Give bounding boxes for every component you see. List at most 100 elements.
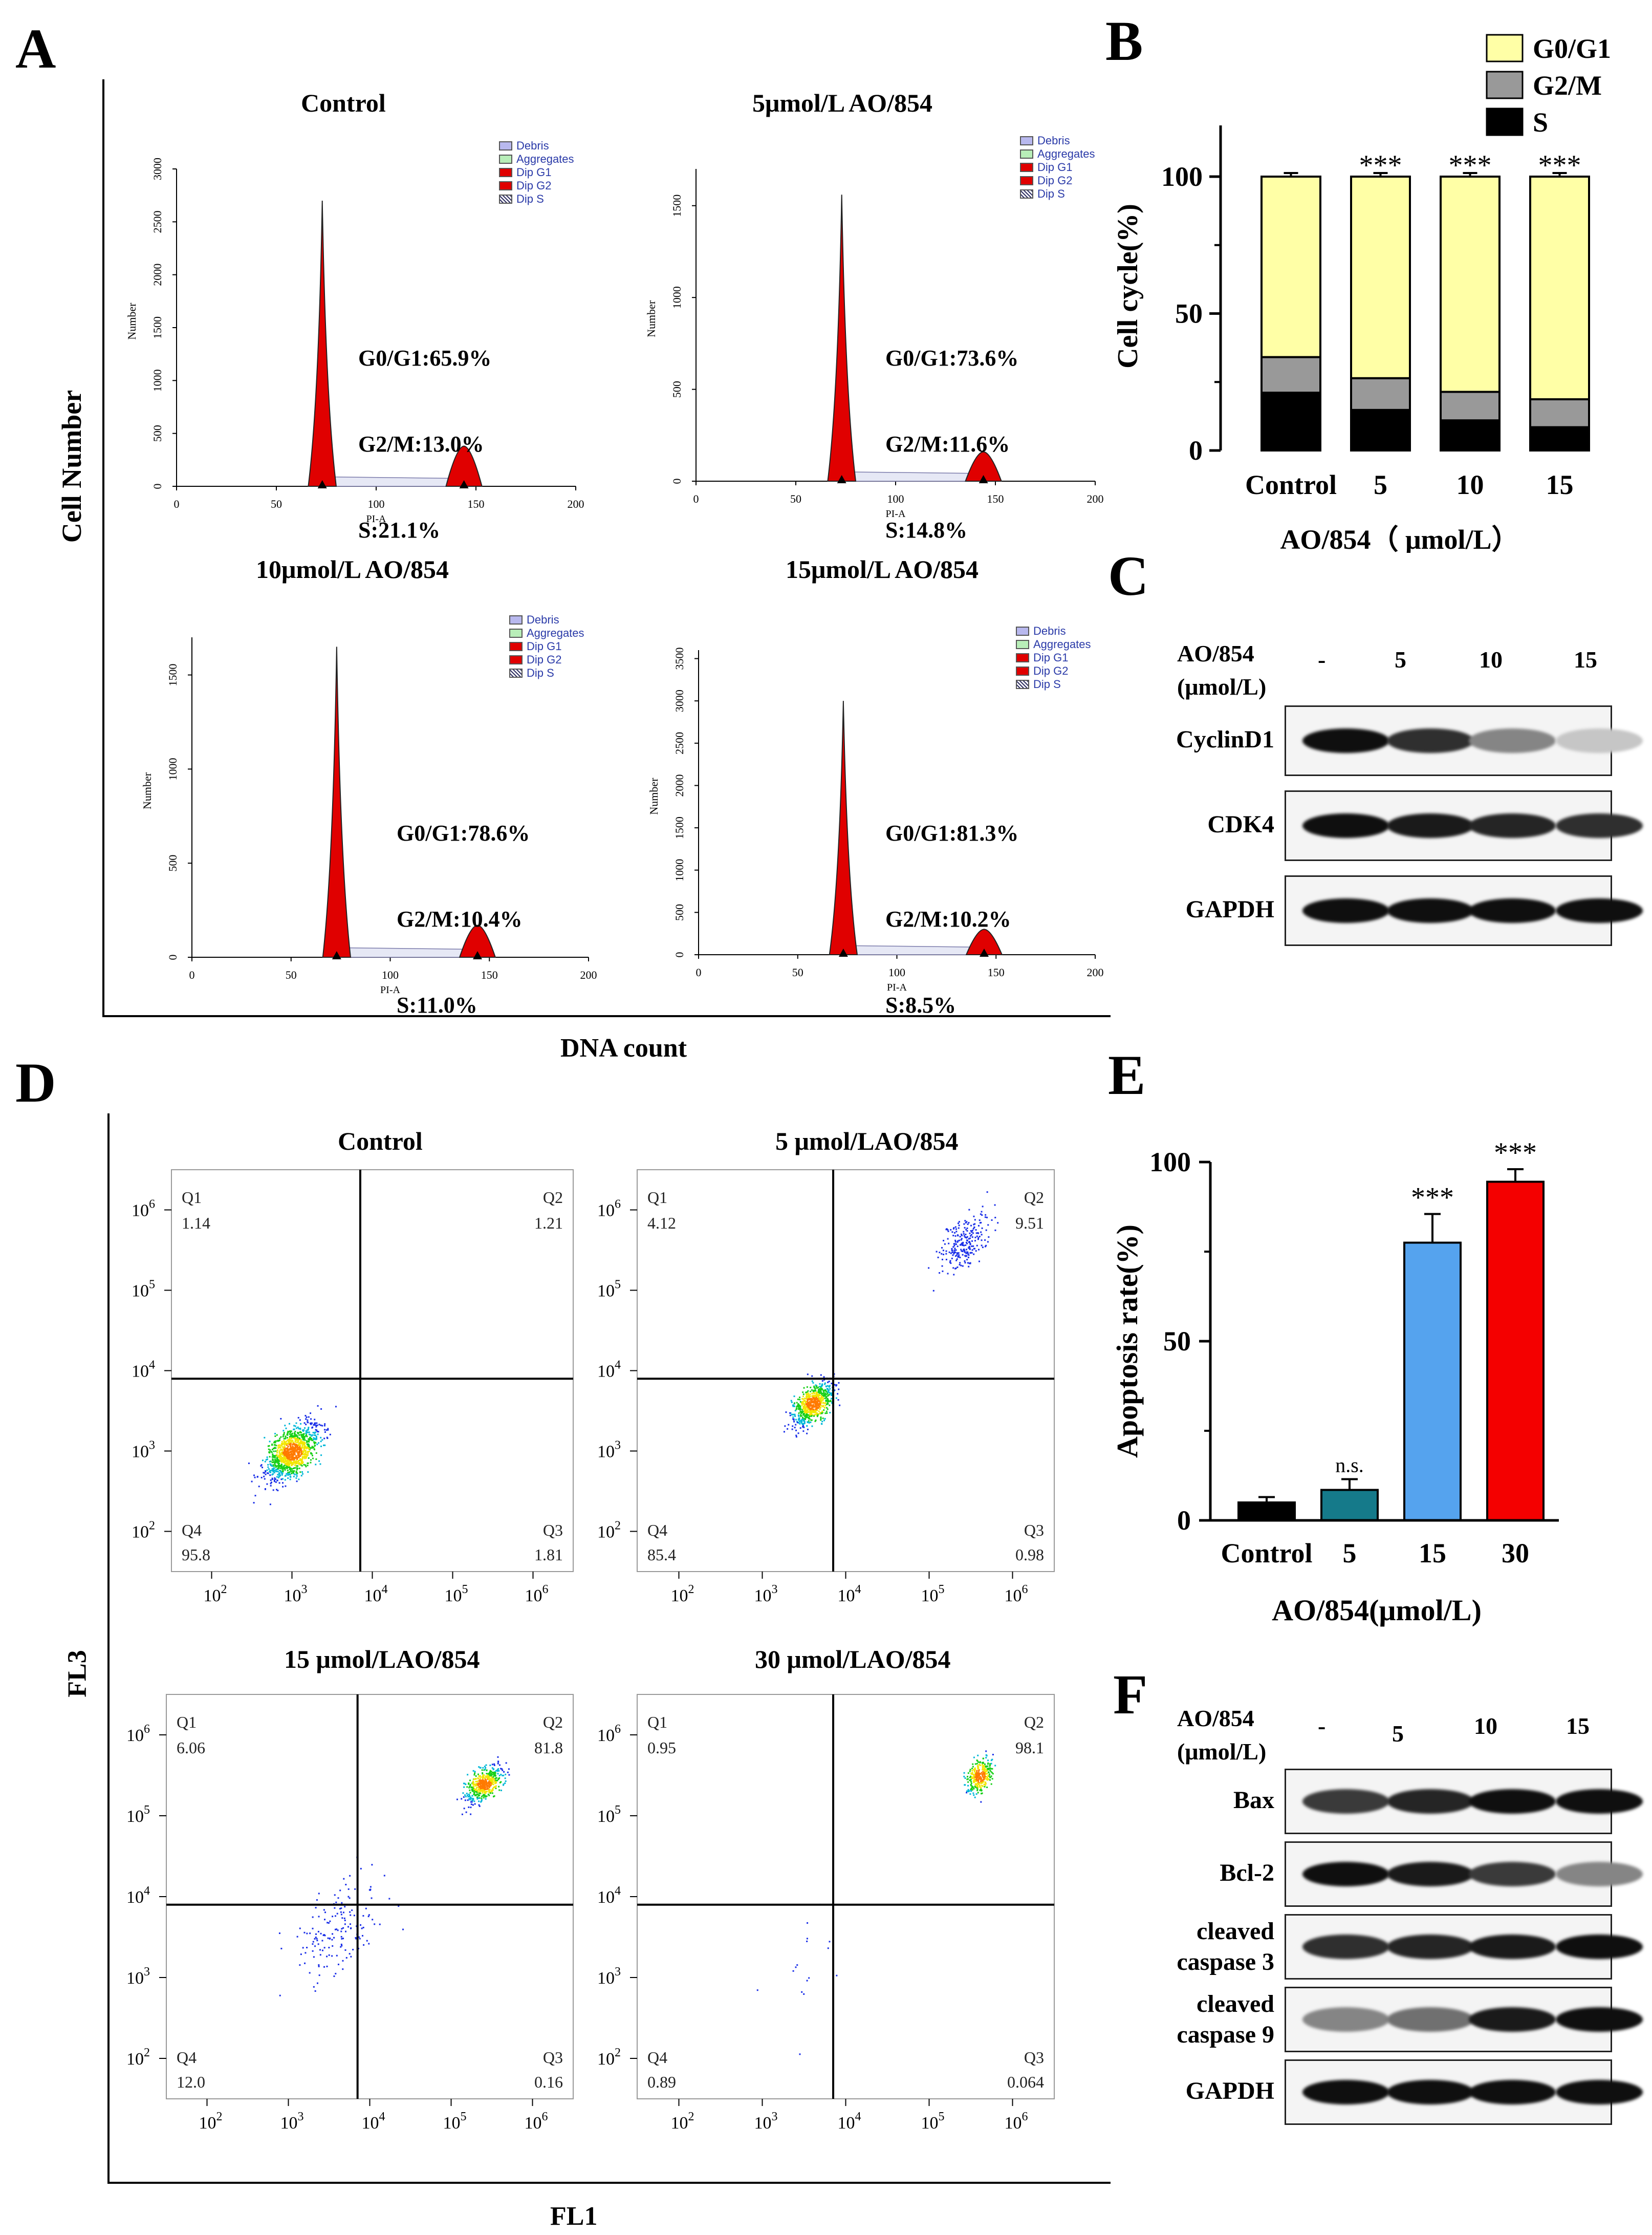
flow-event-dot xyxy=(292,1452,294,1454)
flow-event-dot xyxy=(275,1466,277,1468)
flow-event-dot xyxy=(971,1231,973,1233)
flow-event-dot xyxy=(813,1414,815,1416)
panel-d-left-axis xyxy=(107,1113,110,2183)
flow-event-dot xyxy=(336,1928,338,1930)
flow-event-dot xyxy=(298,1452,300,1454)
flow-event-dot xyxy=(969,1793,971,1795)
flow-event-dot xyxy=(819,1412,821,1414)
flow-event-dot xyxy=(491,1764,493,1766)
flow-event-dot xyxy=(806,1940,808,1942)
flow-event-dot xyxy=(483,1794,485,1796)
flow-event-dot xyxy=(300,1441,302,1443)
x-tick-label: 104 xyxy=(838,1583,861,1605)
flow-event-dot xyxy=(288,1456,290,1458)
y-tick-label: 105 xyxy=(126,1803,150,1826)
flow-event-dot xyxy=(278,1454,280,1456)
flow-event-dot xyxy=(978,1260,980,1262)
flow-event-dot xyxy=(485,1788,487,1790)
flow-event-dot xyxy=(308,1444,310,1446)
flow-event-dot xyxy=(811,1400,813,1402)
flow-event-dot xyxy=(277,1449,279,1451)
flow-event-dot xyxy=(966,1790,968,1792)
legend-swatch xyxy=(509,615,523,625)
flow-event-dot xyxy=(313,1446,315,1448)
x-tick-exponent: 5 xyxy=(462,1583,468,1596)
flow-event-dot xyxy=(945,1250,947,1252)
flow-event-dot xyxy=(497,1773,499,1775)
flow-event-dot xyxy=(288,1457,290,1459)
hist-stats-10um: G0/G1:78.6% G2/M:10.4% S:11.0% xyxy=(397,762,530,1077)
flow-event-dot xyxy=(817,1394,819,1396)
flow-event-dot xyxy=(278,1466,280,1468)
flow-event-dot xyxy=(295,1465,297,1467)
flow-event-dot xyxy=(289,1440,291,1442)
flow-event-dot xyxy=(959,1264,961,1266)
flow-event-dot xyxy=(814,1420,816,1422)
panel-letter-c: C xyxy=(1108,545,1149,607)
flow-event-dot xyxy=(979,1786,981,1788)
flow-event-dot xyxy=(478,1804,480,1806)
flow-event-dot xyxy=(478,1792,480,1794)
flow-event-dot xyxy=(957,1245,959,1248)
flow-event-dot xyxy=(984,1770,986,1772)
flow-event-dot xyxy=(277,1463,279,1465)
flow-event-dot xyxy=(954,1239,957,1241)
q1-value: 0.95 xyxy=(647,1738,676,1757)
flow-event-dot xyxy=(815,1391,817,1393)
flow-event-dot xyxy=(489,1770,491,1772)
blot-band xyxy=(1556,1789,1643,1814)
flow-event-dot xyxy=(977,1754,979,1756)
flow-event-dot xyxy=(295,1439,297,1442)
flow-event-dot xyxy=(300,1453,302,1455)
flow-event-dot xyxy=(288,1464,290,1466)
flow-event-dot xyxy=(280,1455,282,1457)
hist-stats-15um: G0/G1:81.3% G2/M:10.2% S:8.5% xyxy=(885,762,1018,1077)
flow-event-dot xyxy=(806,1396,808,1399)
flow-event-dot xyxy=(300,1439,302,1441)
flow-event-dot xyxy=(282,1461,285,1463)
flow-event-dot xyxy=(300,1434,302,1436)
flow-event-dot xyxy=(276,1468,278,1470)
flow-event-dot xyxy=(301,1436,303,1438)
flow-event-dot xyxy=(813,1392,815,1394)
flow-event-dot xyxy=(939,1252,941,1254)
flow-event-dot xyxy=(297,1454,299,1456)
flow-event-dot xyxy=(941,1253,943,1255)
flow-event-dot xyxy=(281,1474,283,1476)
flow-event-dot xyxy=(313,1448,315,1450)
flow-event-dot xyxy=(297,1445,299,1447)
hist-title-5um: 5μmol/L AO/854 xyxy=(752,89,933,117)
hist-x-axis-title: PI-A xyxy=(380,984,400,996)
flow-event-dot xyxy=(275,1445,277,1447)
flow-event-dot xyxy=(487,1774,489,1776)
flow-event-dot xyxy=(971,1785,973,1787)
flow-event-dot xyxy=(296,1446,298,1448)
flow-event-dot xyxy=(800,1402,802,1404)
flow-event-dot xyxy=(491,1781,493,1783)
flow-event-dot xyxy=(983,1773,985,1775)
flow-event-dot xyxy=(299,1419,301,1421)
flow-event-dot xyxy=(490,1773,492,1775)
flow-frame xyxy=(637,1694,1055,2099)
flow-event-dot xyxy=(291,1454,293,1456)
flow-event-dot xyxy=(498,1786,500,1788)
flow-event-dot xyxy=(480,1781,482,1783)
flow-event-dot xyxy=(340,1907,342,1909)
flow-event-dot xyxy=(296,1469,298,1471)
flow-event-dot xyxy=(294,1448,296,1450)
flow-event-dot xyxy=(814,1402,816,1404)
flow-event-dot xyxy=(817,1407,819,1409)
flow-event-dot xyxy=(971,1787,973,1789)
flow-event-dot xyxy=(817,1404,819,1406)
flow-event-dot xyxy=(305,1430,307,1432)
flow-event-dot xyxy=(297,1452,299,1454)
flow-event-dot xyxy=(947,1229,949,1231)
legend-item: Dip G2 xyxy=(509,653,584,667)
flow-event-dot xyxy=(968,1265,970,1267)
flow-event-dot xyxy=(806,1386,808,1388)
x-tick-label: 103 xyxy=(284,1583,308,1605)
flow-event-dot xyxy=(976,1771,978,1773)
q3-value: 0.064 xyxy=(1007,2073,1044,2091)
flow-event-dot xyxy=(295,1437,297,1439)
flow-event-dot xyxy=(291,1472,293,1474)
